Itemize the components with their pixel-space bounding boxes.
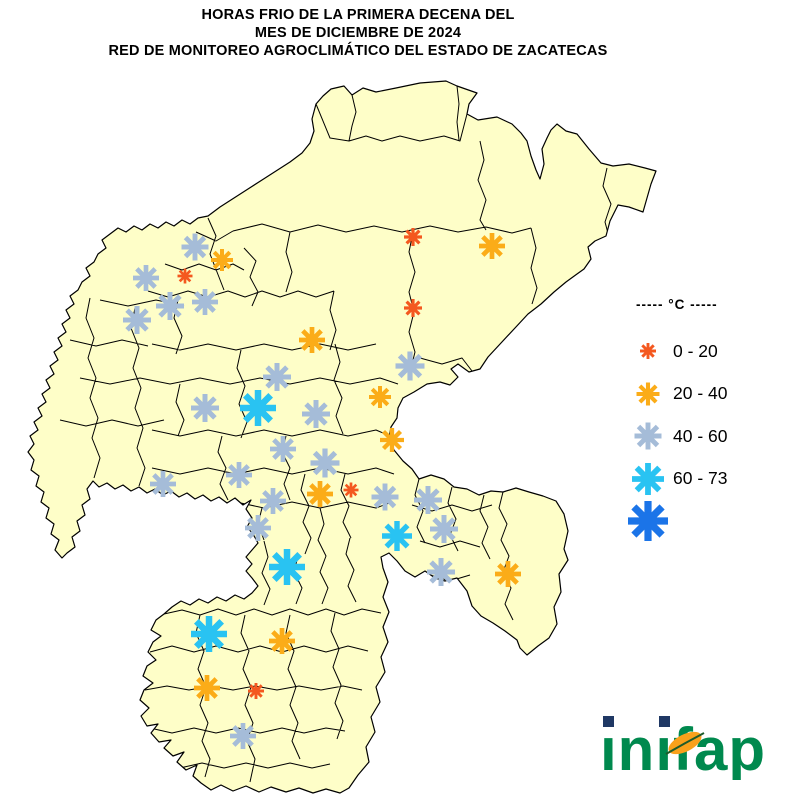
station-marker-cat-40-60 bbox=[270, 436, 296, 462]
asterisk-icon bbox=[628, 459, 668, 499]
station-marker-cat-60-73 bbox=[191, 616, 227, 652]
station-marker-cat-20-40 bbox=[211, 249, 233, 271]
station-marker-cat-40-60 bbox=[150, 471, 176, 497]
station-marker-cat-40-60 bbox=[430, 515, 458, 543]
state-boundary bbox=[27, 80, 657, 794]
station-marker-cat-40-60 bbox=[263, 363, 291, 391]
station-marker-cat-20-40 bbox=[380, 428, 404, 452]
legend-items: 0 - 20 20 - 40 40 - 60 60 - 73 bbox=[628, 330, 792, 543]
station-marker-cat-40-60 bbox=[156, 292, 184, 320]
legend-item-label: 20 - 40 bbox=[673, 383, 728, 404]
legend-item-cat-40-60: 40 - 60 bbox=[628, 415, 792, 458]
station-marker-cat-40-60 bbox=[395, 351, 425, 381]
station-marker-cat-0-20 bbox=[404, 299, 422, 317]
station-marker-cat-20-40 bbox=[299, 327, 325, 353]
station-marker-cat-40-60 bbox=[245, 515, 271, 541]
logo-leaf-stem bbox=[665, 732, 705, 755]
legend-item-label: 0 - 20 bbox=[673, 340, 718, 361]
station-marker-cat-60-73 bbox=[382, 521, 412, 551]
page-title: HORAS FRIO DE LA PRIMERA DECENA DEL MES … bbox=[0, 6, 716, 60]
station-marker-cat-60-73 bbox=[240, 390, 276, 426]
station-marker-cat-40-60 bbox=[191, 394, 219, 422]
station-marker-cat-40-60 bbox=[226, 462, 252, 488]
station-marker-cat-40-60 bbox=[302, 400, 330, 428]
station-marker-cat-20-40 bbox=[369, 386, 391, 408]
station-marker-cat-0-20 bbox=[248, 683, 264, 699]
station-marker-cat-40-60 bbox=[427, 558, 455, 586]
legend-item-label: 60 - 73 bbox=[673, 468, 728, 489]
logo-i-dot bbox=[659, 716, 670, 727]
title-line-2: MES DE DICIEMBRE DE 2024 bbox=[254, 25, 462, 41]
station-marker-cat-0-20 bbox=[404, 228, 422, 246]
station-marker-cat-20-40 bbox=[307, 481, 333, 507]
station-marker-cat-40-60 bbox=[260, 488, 286, 514]
title-line-1: HORAS FRIO DE LA PRIMERA DECENA DEL bbox=[201, 7, 515, 23]
station-marker-cat-20-40 bbox=[269, 628, 295, 654]
legend-item-cat-0-20: 0 - 20 bbox=[628, 330, 792, 373]
station-marker-cat-0-20 bbox=[343, 482, 359, 498]
municipality-borders bbox=[59, 85, 612, 783]
inifap-logo: ınıfap bbox=[600, 716, 765, 780]
station-marker-cat-20-40 bbox=[479, 233, 505, 259]
station-marker-cat-0-20 bbox=[177, 268, 193, 284]
station-marker-cat-40-60 bbox=[133, 265, 159, 291]
legend: ----- °C ----- 0 - 20 20 - 40 40 - 60 60 - … bbox=[628, 297, 792, 543]
station-marker-cat-40-60 bbox=[181, 233, 209, 261]
station-marker-cat-40-60 bbox=[414, 486, 442, 514]
station-marker-cat-40-60 bbox=[371, 483, 399, 511]
station-marker-cat-40-60 bbox=[310, 448, 340, 478]
station-marker-cat-20-40 bbox=[194, 675, 220, 701]
station-marker-cat-40-60 bbox=[123, 306, 151, 334]
title-line-3: RED DE MONITOREO AGROCLIMÁTICO DEL ESTAD… bbox=[108, 43, 608, 59]
asterisk-icon bbox=[628, 374, 668, 414]
legend-item-cat-60-73: 60 - 73 bbox=[628, 458, 792, 501]
asterisk-icon bbox=[628, 501, 668, 542]
station-marker-cat-20-40 bbox=[495, 561, 521, 587]
asterisk-icon bbox=[628, 331, 668, 371]
logo-i-dot bbox=[603, 716, 614, 727]
station-markers bbox=[123, 228, 521, 749]
station-marker-cat-60-73 bbox=[269, 549, 305, 585]
legend-item-label: 40 - 60 bbox=[673, 425, 728, 446]
legend-title: ----- °C ----- bbox=[636, 297, 718, 312]
legend-item-cat-20-40: 20 - 40 bbox=[628, 373, 792, 416]
legend-item-cat-max bbox=[628, 500, 792, 543]
station-marker-cat-40-60 bbox=[192, 289, 218, 315]
asterisk-icon bbox=[628, 416, 668, 456]
station-marker-cat-40-60 bbox=[230, 723, 256, 749]
